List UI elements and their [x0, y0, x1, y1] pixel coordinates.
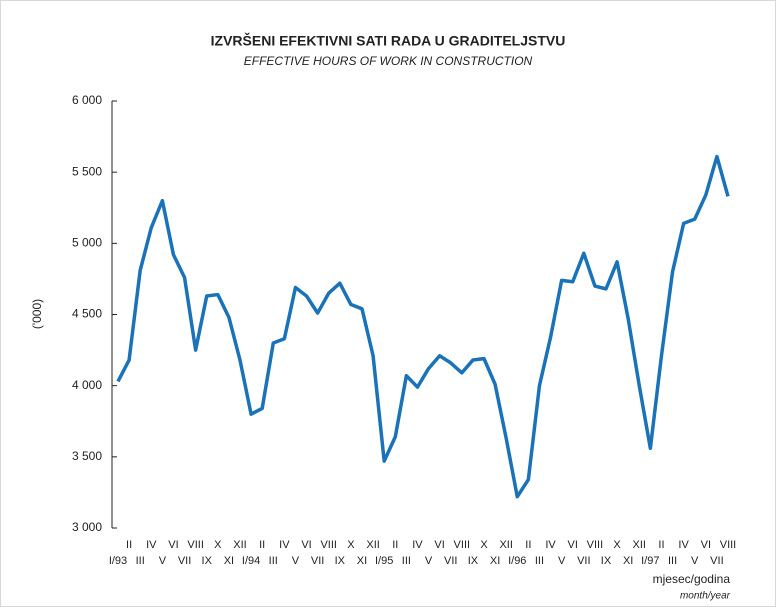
x-tick-label: VII [444, 555, 457, 567]
x-tick-label: II [658, 539, 664, 551]
x-tick-label: IX [202, 555, 213, 567]
y-axis-label: ('000) [30, 299, 44, 329]
x-tick-label: II [525, 539, 531, 551]
x-tick-label: VIII [720, 539, 737, 551]
y-tick-label: 6 000 [72, 93, 102, 107]
y-tick-label: 3 000 [72, 520, 102, 534]
x-tick-label: XI [490, 555, 500, 567]
x-tick-label: IX [601, 555, 612, 567]
x-tick-label: VII [178, 555, 191, 567]
x-tick-label: III [269, 555, 278, 567]
chart-title: IZVRŠENI EFEKTIVNI SATI RADA U GRADITELJ… [211, 32, 566, 49]
x-tick-label: VII [311, 555, 324, 567]
y-tick-label: 4 000 [72, 378, 102, 392]
x-tick-label: III [535, 555, 544, 567]
data-line [116, 154, 730, 499]
x-tick-label: IV [545, 539, 556, 551]
y-tick-label: 3 500 [72, 449, 102, 463]
x-tick-label: I/94 [242, 555, 260, 567]
x-tick-label: I/93 [109, 555, 127, 567]
x-tick-label: VI [701, 539, 711, 551]
y-tick-label: 5 500 [72, 164, 102, 178]
x-tick-label: I/97 [641, 555, 659, 567]
y-tick-label: 4 500 [72, 307, 102, 321]
x-tick-label: IV [279, 539, 290, 551]
y-tick-label: 5 000 [72, 236, 102, 250]
x-tick-label: X [214, 539, 222, 551]
x-tick-label: II [126, 539, 132, 551]
chart-subtitle: EFFECTIVE HOURS OF WORK IN CONSTRUCTION [244, 54, 533, 68]
x-tick-label: VIII [187, 539, 204, 551]
x-tick-label: V [691, 555, 699, 567]
x-tick-label: IX [468, 555, 479, 567]
x-tick-label: VIII [320, 539, 337, 551]
x-tick-label: II [259, 539, 265, 551]
x-tick-label: IV [412, 539, 423, 551]
x-tick-label: VI [568, 539, 578, 551]
x-tick-label: V [558, 555, 566, 567]
x-axis-label: mjesec/godina [653, 572, 731, 586]
x-tick-label: XI [357, 555, 367, 567]
x-tick-label: XII [633, 539, 646, 551]
x-axis-label-en: month/year [680, 591, 731, 602]
x-tick-label: V [159, 555, 167, 567]
x-tick-label: X [480, 539, 488, 551]
x-tick-label: XII [233, 539, 246, 551]
x-tick-label: VI [301, 539, 311, 551]
x-tick-label: III [402, 555, 411, 567]
x-tick-label: X [347, 539, 355, 551]
x-tick-label: III [668, 555, 677, 567]
x-tick-label: XII [366, 539, 379, 551]
x-tick-label: VI [434, 539, 444, 551]
x-tick-label: VII [710, 555, 723, 567]
x-tick-label: VI [168, 539, 178, 551]
x-tick-label: IV [678, 539, 689, 551]
x-tick-label: I/96 [508, 555, 526, 567]
x-tick-label: VIII [587, 539, 604, 551]
x-tick-label: IX [335, 555, 346, 567]
x-tick-label: XII [499, 539, 512, 551]
x-tick-label: VII [577, 555, 590, 567]
x-tick-label: V [292, 555, 300, 567]
x-tick-label: III [136, 555, 145, 567]
x-tick-label: XI [623, 555, 633, 567]
x-tick-label: XI [224, 555, 234, 567]
x-tick-label: IV [146, 539, 157, 551]
x-tick-label: X [613, 539, 621, 551]
x-tick-label: II [392, 539, 398, 551]
x-tick-label: VIII [454, 539, 471, 551]
x-tick-label: V [425, 555, 433, 567]
x-tick-label: I/95 [375, 555, 393, 567]
